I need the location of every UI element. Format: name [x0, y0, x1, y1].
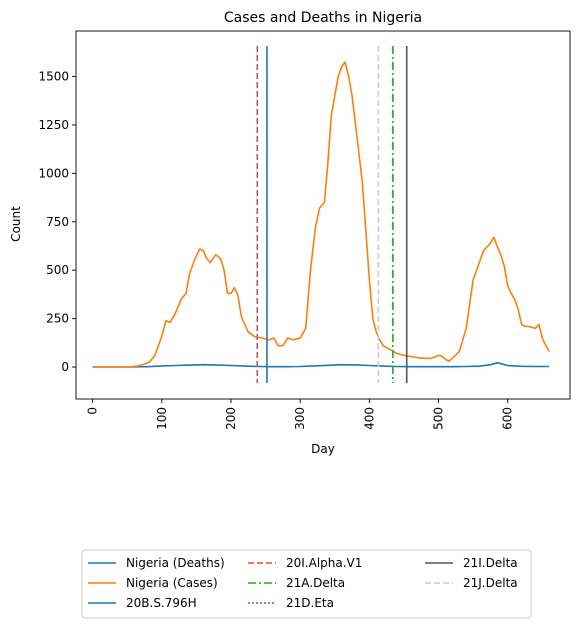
legend-label-0-0: Nigeria (Deaths): [126, 556, 225, 570]
x-tick-label-1: 100: [155, 407, 169, 430]
x-axis-label: Day: [311, 442, 335, 456]
plot-frame: [75, 30, 571, 400]
legend-label-2-0: 21I.Delta: [463, 556, 518, 570]
y-tick-label-1: 250: [46, 312, 69, 326]
y-tick-label-5: 1250: [38, 118, 69, 132]
legend-label-0-1: Nigeria (Cases): [126, 576, 218, 590]
series-line-1: [92, 61, 550, 368]
y-tick-label-3: 750: [46, 215, 69, 229]
legend-box: [81, 549, 532, 619]
legend-label-0-2: 20B.S.796H: [126, 596, 197, 610]
legend: Nigeria (Deaths) Nigeria (Cases) 20B.S.796…: [81, 549, 532, 619]
y-tick-label-2: 500: [46, 263, 69, 277]
y-axis-label: Count: [9, 206, 23, 242]
legend-label-2-1: 21J.Delta: [463, 576, 518, 590]
x-tick-label-2: 200: [224, 407, 238, 430]
y-axis: 0 250 500 750 1000 1250 1500: [38, 70, 76, 374]
legend-label-1-0: 20I.Alpha.V1: [286, 556, 362, 570]
plot-area: [75, 30, 571, 400]
legend-label-1-1: 21A.Delta: [286, 576, 345, 590]
y-tick-label-6: 1500: [38, 70, 69, 84]
series-line-0: [92, 361, 550, 368]
x-tick-label-4: 400: [362, 407, 376, 430]
x-tick-label-5: 500: [432, 407, 446, 430]
chart-title: Cases and Deaths in Nigeria: [224, 10, 422, 26]
legend-label-1-2: 21D.Eta: [286, 596, 334, 610]
y-tick-label-0: 0: [61, 360, 69, 374]
x-tick-label-6: 600: [501, 407, 515, 430]
x-tick-label-0: 0: [86, 407, 100, 415]
x-tick-label-3: 300: [293, 407, 307, 430]
x-axis: 0 100 200 300 400 500 600: [86, 399, 515, 430]
y-tick-label-4: 1000: [38, 166, 69, 180]
